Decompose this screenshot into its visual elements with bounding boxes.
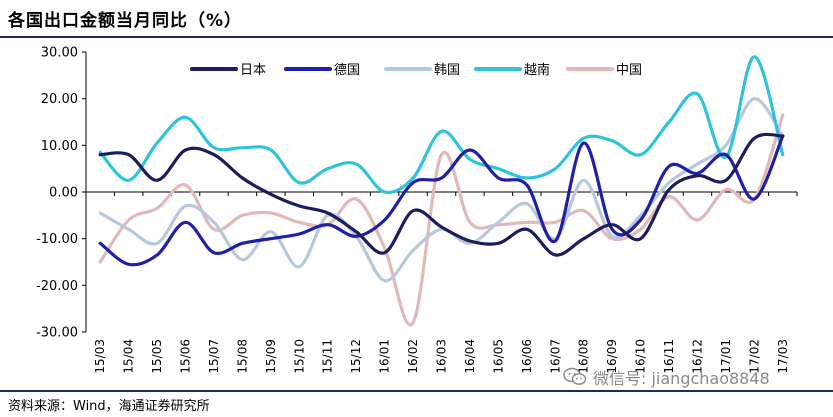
x-tick-label: 16/01 bbox=[378, 339, 392, 374]
y-tick-label: 10.00 bbox=[41, 139, 78, 154]
x-tick-label: 17/02 bbox=[747, 339, 761, 374]
y-tick-label: -20.00 bbox=[36, 279, 78, 294]
x-tick-label: 16/04 bbox=[463, 339, 477, 374]
legend-label: 韩国 bbox=[434, 63, 460, 78]
chart-title: 各国出口金额当月同比（%） bbox=[8, 11, 243, 31]
series-line-越南 bbox=[98, 55, 785, 195]
chart-axes: 30.00 20.00 10.00 0.00 -10.00 -20.00 -30.00 15/… bbox=[36, 46, 798, 374]
series-line-中国 bbox=[98, 113, 785, 327]
x-tick-label: 16/09 bbox=[605, 339, 619, 374]
x-tick-label: 17/03 bbox=[776, 339, 790, 374]
y-tick-label: -10.00 bbox=[36, 232, 78, 247]
y-tick-label: 20.00 bbox=[41, 92, 78, 107]
x-tick-label: 15/07 bbox=[207, 339, 221, 374]
x-tick-label: 16/11 bbox=[662, 339, 676, 374]
x-tick-label: 15/12 bbox=[349, 339, 363, 374]
legend-label: 中国 bbox=[616, 63, 642, 78]
legend-label: 德国 bbox=[334, 63, 360, 78]
x-tick-label: 16/10 bbox=[634, 339, 648, 374]
x-tick-label: 15/10 bbox=[292, 339, 306, 374]
legend-label: 越南 bbox=[524, 62, 550, 78]
x-tick-label: 15/03 bbox=[93, 339, 107, 374]
watermark-text: 微信号: jiangchao8848 bbox=[593, 369, 770, 388]
wechat-icon bbox=[563, 367, 587, 385]
legend-label: 日本 bbox=[240, 63, 266, 78]
x-tick-label: 16/08 bbox=[577, 339, 591, 374]
footer-divider bbox=[0, 390, 833, 392]
x-tick-label: 16/02 bbox=[406, 339, 420, 374]
x-tick-label: 17/01 bbox=[719, 339, 733, 374]
watermark: 微信号: jiangchao8848 bbox=[563, 365, 770, 389]
series-layer bbox=[98, 55, 785, 327]
x-tick-label: 16/03 bbox=[435, 339, 449, 374]
series-line-德国 bbox=[98, 134, 785, 267]
x-tick-label: 16/06 bbox=[520, 339, 534, 374]
title-divider bbox=[0, 36, 833, 38]
chart-legend: 日本 德国 韩国 越南 中国 bbox=[190, 62, 642, 78]
x-tick-label: 15/06 bbox=[179, 339, 193, 374]
x-tick-label: 15/11 bbox=[321, 339, 335, 374]
series-line-日本 bbox=[98, 132, 785, 257]
x-tick-label: 16/05 bbox=[491, 339, 505, 374]
y-tick-label: 30.00 bbox=[41, 46, 78, 61]
x-tick-label: 15/09 bbox=[264, 339, 278, 374]
x-tick-label: 15/05 bbox=[150, 339, 164, 374]
y-tick-label: 0.00 bbox=[49, 186, 78, 201]
x-tick-label: 15/08 bbox=[235, 339, 249, 374]
x-tick-label: 15/04 bbox=[122, 339, 136, 374]
y-tick-label: -30.00 bbox=[36, 326, 78, 341]
x-tick-label: 16/12 bbox=[690, 339, 704, 374]
x-tick-label: 16/07 bbox=[548, 339, 562, 374]
series-line-韩国 bbox=[98, 97, 785, 283]
source-note: 资料来源：Wind，海通证券研究所 bbox=[8, 399, 210, 414]
